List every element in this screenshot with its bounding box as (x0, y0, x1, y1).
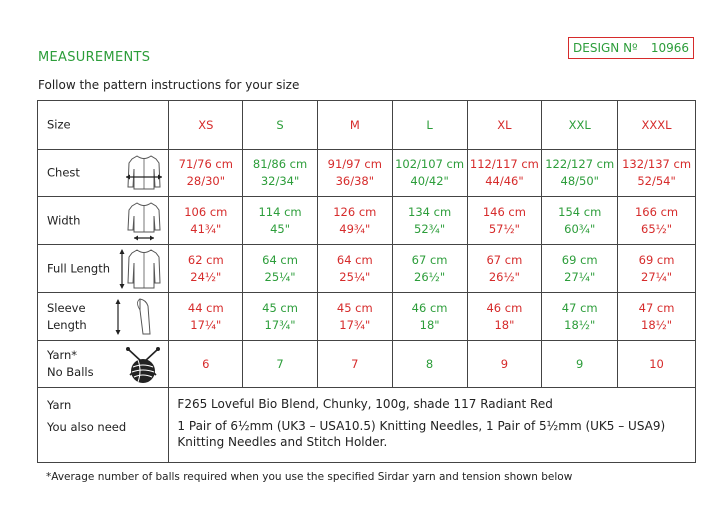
sleeve-length-cell: 45 cm 17¾" (242, 292, 318, 341)
chest-cell: 112/117 cm 44/46" (466, 149, 543, 197)
full-length-row-label: Full Length (36, 244, 170, 293)
chest-cell: 122/127 cm 48/50" (541, 149, 619, 197)
full-length-cell: 67 cm 26½" (466, 244, 543, 293)
full-length-cell: 64 cm 25¼" (316, 244, 393, 293)
size-cell: S (242, 100, 318, 150)
yarn-balls-cell: 9 (541, 340, 619, 388)
width-cell: 114 cm 45" (242, 196, 318, 245)
width-cell: 146 cm 57½" (466, 196, 543, 245)
size-cell: L (391, 100, 468, 150)
width-cell: 154 cm 60¾" (541, 196, 619, 245)
sleeve-length-cell: 47 cm 18½" (617, 292, 696, 341)
size-cell: XS (168, 100, 244, 150)
size-cell: XL (466, 100, 543, 150)
full-length-cell: 62 cm 24½" (168, 244, 244, 293)
design-label: DESIGN Nº (573, 41, 638, 55)
size-row: Size XS S M L XL XXL XXXL (36, 100, 696, 150)
chest-cell: 102/107 cm 40/42" (391, 149, 468, 197)
also-need-line-2: Knitting Needles and Stitch Holder. (177, 435, 388, 449)
yarn-balls-cell: 9 (466, 340, 543, 388)
full-length-cell: 69 cm 27¼" (541, 244, 619, 293)
yarn-balls-row-label: Yarn* No Balls (36, 340, 170, 388)
chest-cell: 91/97 cm 36/38" (316, 149, 393, 197)
sleeve-length-row-label: Sleeve Length (36, 292, 170, 341)
measurements-table: Size XS S M L XL XXL XXXL Chest 71/76 cm… (36, 100, 696, 463)
width-row-label: Width (36, 196, 170, 245)
size-cell: XXL (541, 100, 619, 150)
size-row-label: Size (36, 100, 170, 150)
chest-row: Chest 71/76 cm 28/30" 81/86 cm 32/34" 91/9… (36, 149, 696, 197)
yarn-balls-cell: 6 (168, 340, 244, 388)
chest-cell: 81/86 cm 32/34" (242, 149, 318, 197)
size-cell: M (316, 100, 393, 150)
also-need-label: You also need (47, 420, 127, 434)
footnote: *Average number of balls required when y… (46, 471, 573, 483)
sleeve-length-cell: 46 cm 18" (391, 292, 468, 341)
width-cell: 166 cm 65½" (617, 196, 696, 245)
chest-row-label: Chest (36, 149, 170, 197)
yarn-balls-row: Yarn* No Balls 6 7 7 8 9 9 10 (36, 340, 696, 388)
yarn-info-row: Yarn You also need F265 Loveful Bio Blen… (36, 387, 696, 463)
sleeve-length-cell: 45 cm 17¾" (316, 292, 393, 341)
yarn-ball-needles-icon (126, 347, 160, 383)
sleeve-length-cell: 46 cm 18" (466, 292, 543, 341)
width-cell: 126 cm 49¾" (316, 196, 393, 245)
full-length-cell: 64 cm 25¼" (242, 244, 318, 293)
chest-cell: 71/76 cm 28/30" (168, 149, 244, 197)
yarn-balls-cell: 8 (391, 340, 468, 388)
instructions-subtitle: Follow the pattern instructions for your… (38, 78, 300, 92)
full-length-sweater-icon (119, 249, 161, 289)
yarn-label: Yarn (47, 398, 72, 412)
yarn-balls-cell: 7 (316, 340, 393, 388)
yarn-balls-cell: 7 (242, 340, 318, 388)
width-cell: 106 cm 41¾" (168, 196, 244, 245)
size-cell: XXXL (617, 100, 696, 150)
chest-width-sweater-icon (126, 155, 162, 190)
page-heading: MEASUREMENTS (38, 50, 151, 65)
sleeve-length-cell: 47 cm 18½" (541, 292, 619, 341)
full-length-cell: 67 cm 26½" (391, 244, 468, 293)
sleeve-length-cell: 44 cm 17¼" (168, 292, 244, 341)
width-row: Width 106 cm 41¾" 114 cm 45" 126 cm 49¾" 13… (36, 196, 696, 245)
yarn-info-details: F265 Loveful Bio Blend, Chunky, 100g, sh… (168, 387, 696, 463)
design-number-box: DESIGN Nº 10966 (568, 37, 694, 59)
full-length-cell: 69 cm 27¼" (617, 244, 696, 293)
yarn-balls-cell: 10 (617, 340, 696, 388)
chest-cell: 132/137 cm 52/54" (617, 149, 696, 197)
yarn-value: F265 Loveful Bio Blend, Chunky, 100g, sh… (177, 397, 553, 411)
design-number: 10966 (650, 41, 689, 55)
width-sweater-icon (127, 202, 161, 241)
also-need-line-1: 1 Pair of 6½mm (UK3 – USA10.5) Knitting … (177, 419, 666, 433)
width-cell: 134 cm 52¾" (391, 196, 468, 245)
full-length-row: Full Length 62 cm 24½" 64 cm 25¼" 64 cm 25¼… (36, 244, 696, 293)
sleeve-length-row: Sleeve Length 44 cm 17¼" 45 cm 17¾" 45 cm 17… (36, 292, 696, 341)
sleeve-length-icon (115, 298, 151, 335)
yarn-info-labels: Yarn You also need (36, 387, 170, 463)
